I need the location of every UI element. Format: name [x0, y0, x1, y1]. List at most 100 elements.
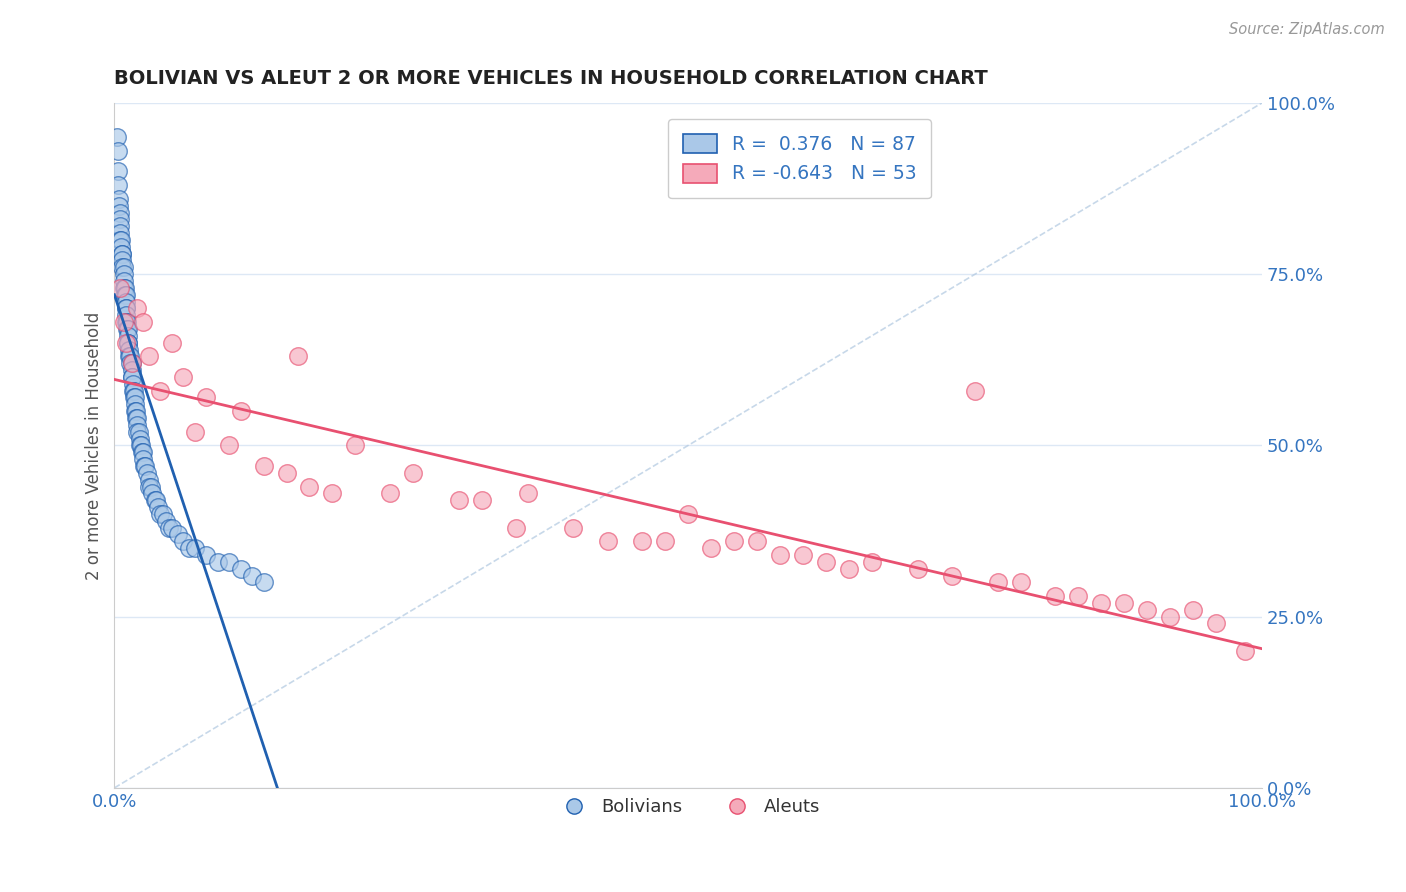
Point	[128, 438, 150, 452]
Point	[105, 130, 128, 145]
Point	[115, 287, 138, 301]
Point	[108, 233, 131, 247]
Point	[141, 486, 163, 500]
Point	[129, 438, 152, 452]
Point	[121, 370, 143, 384]
Point	[134, 458, 156, 473]
Point	[111, 253, 134, 268]
Point	[107, 164, 129, 178]
Point	[122, 391, 145, 405]
Point	[218, 438, 240, 452]
Point	[146, 500, 169, 514]
Point	[120, 350, 142, 364]
Point	[177, 541, 200, 556]
Point	[229, 562, 252, 576]
Point	[108, 281, 131, 295]
Point	[108, 199, 131, 213]
Point	[1182, 603, 1205, 617]
Point	[117, 335, 139, 350]
Point	[115, 335, 138, 350]
Point	[124, 391, 146, 405]
Point	[115, 294, 138, 309]
Point	[121, 363, 143, 377]
Point	[112, 267, 135, 281]
Point	[516, 486, 538, 500]
Point	[111, 260, 134, 275]
Point	[160, 335, 183, 350]
Point	[139, 479, 162, 493]
Point	[240, 568, 263, 582]
Point	[149, 507, 172, 521]
Point	[127, 417, 149, 432]
Point	[276, 466, 298, 480]
Point	[1159, 609, 1181, 624]
Point	[505, 520, 527, 534]
Point	[127, 301, 149, 316]
Point	[127, 411, 149, 425]
Point	[138, 473, 160, 487]
Point	[108, 226, 131, 240]
Point	[471, 493, 494, 508]
Point	[112, 274, 135, 288]
Point	[115, 308, 138, 322]
Point	[344, 438, 367, 452]
Point	[252, 575, 274, 590]
Point	[1114, 596, 1136, 610]
Point	[112, 260, 135, 275]
Point	[132, 452, 155, 467]
Point	[107, 178, 129, 193]
Point	[321, 486, 343, 500]
Point	[631, 534, 654, 549]
Point	[166, 527, 188, 541]
Point	[121, 370, 143, 384]
Point	[128, 432, 150, 446]
Point	[378, 486, 401, 500]
Point	[125, 404, 148, 418]
Point	[134, 458, 156, 473]
Point	[108, 205, 131, 219]
Point	[184, 425, 207, 439]
Point	[115, 322, 138, 336]
Point	[1045, 589, 1067, 603]
Point	[132, 315, 155, 329]
Point	[963, 384, 986, 398]
Point	[769, 548, 792, 562]
Point	[112, 281, 135, 295]
Point	[907, 562, 929, 576]
Point	[987, 575, 1010, 590]
Point	[218, 555, 240, 569]
Point	[195, 391, 218, 405]
Point	[114, 287, 136, 301]
Point	[149, 384, 172, 398]
Point	[125, 411, 148, 425]
Point	[447, 493, 470, 508]
Point	[110, 240, 132, 254]
Point	[184, 541, 207, 556]
Point	[1136, 603, 1159, 617]
Point	[941, 568, 963, 582]
Point	[115, 315, 138, 329]
Point	[792, 548, 814, 562]
Point	[402, 466, 425, 480]
Point	[121, 356, 143, 370]
Point	[700, 541, 723, 556]
Point	[124, 397, 146, 411]
Y-axis label: 2 or more Vehicles in Household: 2 or more Vehicles in Household	[86, 311, 103, 580]
Point	[118, 350, 141, 364]
Point	[115, 301, 138, 316]
Text: Source: ZipAtlas.com: Source: ZipAtlas.com	[1229, 22, 1385, 37]
Point	[298, 479, 321, 493]
Point	[121, 384, 143, 398]
Point	[112, 315, 135, 329]
Point	[145, 493, 167, 508]
Point	[115, 301, 138, 316]
Point	[1090, 596, 1112, 610]
Point	[1067, 589, 1090, 603]
Text: BOLIVIAN VS ALEUT 2 OR MORE VEHICLES IN HOUSEHOLD CORRELATION CHART: BOLIVIAN VS ALEUT 2 OR MORE VEHICLES IN …	[114, 69, 988, 87]
Point	[117, 335, 139, 350]
Point	[108, 192, 131, 206]
Point	[138, 350, 160, 364]
Point	[160, 520, 183, 534]
Point	[1205, 616, 1227, 631]
Point	[107, 144, 129, 158]
